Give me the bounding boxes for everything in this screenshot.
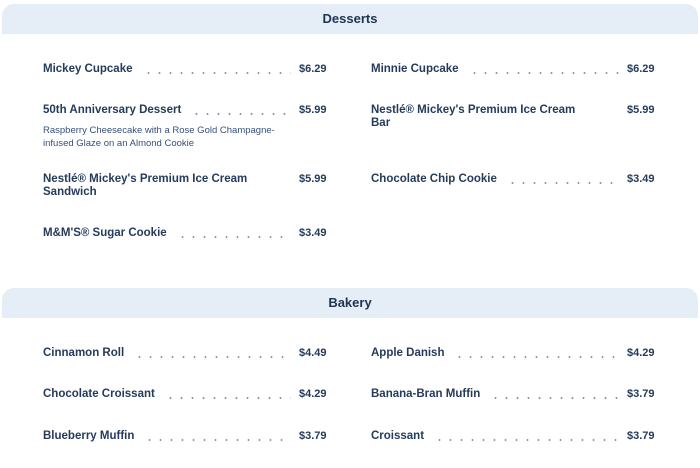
- item-price: $4.49: [299, 347, 327, 359]
- item-name: Nestlé® Mickey's Premium Ice Cream Bar: [371, 104, 576, 129]
- item-name: Banana-Bran Muffin: [371, 388, 481, 400]
- menu-item: Apple Danish $4.29: [371, 347, 655, 360]
- dot-leader: [191, 104, 291, 117]
- menu-item: Mickey Cupcake $6.29: [43, 63, 327, 76]
- item-name: Chocolate Chip Cookie: [371, 173, 497, 185]
- menu-item: Cinnamon Roll $4.49: [43, 347, 327, 360]
- item-price: $3.49: [627, 173, 655, 185]
- section-header-desserts: Desserts: [2, 4, 698, 34]
- menu-item: Nestlé® Mickey's Premium Ice Cream Bar $5…: [371, 104, 655, 130]
- item-price: $3.79: [627, 388, 655, 400]
- menu-item: Minnie Cupcake $6.29: [371, 63, 655, 76]
- menu-item: Chocolate Croissant $4.29: [43, 388, 327, 401]
- item-price: $3.49: [299, 227, 327, 239]
- dot-leader: [434, 430, 619, 443]
- menu-item: Chocolate Chip Cookie $3.49: [371, 173, 655, 186]
- menu-item: Banana-Bran Muffin $3.79: [371, 388, 655, 401]
- item-name: M&M'S® Sugar Cookie: [43, 227, 167, 239]
- dot-leader: [134, 347, 291, 360]
- item-price: $3.79: [627, 430, 655, 442]
- item-name: Nestlé® Mickey's Premium Ice Cream Sandw…: [43, 173, 248, 198]
- item-name: Cinnamon Roll: [43, 347, 125, 359]
- dot-leader: [164, 388, 291, 401]
- item-price: $4.29: [299, 388, 327, 400]
- dot-leader: [176, 227, 291, 240]
- item-price: $3.79: [299, 430, 327, 442]
- item-name: Minnie Cupcake: [371, 63, 459, 75]
- dot-leader: [144, 430, 291, 443]
- item-name: 50th Anniversary Dessert: [43, 104, 182, 116]
- dot-leader: [490, 388, 619, 401]
- item-name: Apple Danish: [371, 347, 445, 359]
- item-name: Mickey Cupcake: [43, 63, 133, 75]
- item-price: $4.29: [627, 347, 655, 359]
- dot-leader: [454, 347, 619, 360]
- item-description: Raspberry Cheesecake with a Rose Gold Ch…: [43, 125, 275, 149]
- section-header-bakery: Bakery: [2, 288, 698, 318]
- dot-leader: [506, 173, 619, 186]
- item-price: $5.99: [627, 104, 655, 116]
- item-price: $5.99: [299, 104, 327, 116]
- item-price: $6.29: [299, 63, 327, 75]
- item-name: Chocolate Croissant: [43, 388, 155, 400]
- item-price: $5.99: [299, 173, 327, 185]
- dot-leader: [468, 63, 619, 76]
- menu-item: 50th Anniversary Dessert $5.99: [43, 104, 327, 117]
- dot-leader: [142, 63, 291, 76]
- menu-item: M&M'S® Sugar Cookie $3.49: [43, 227, 327, 240]
- menu-item: Nestlé® Mickey's Premium Ice Cream Sandw…: [43, 173, 327, 199]
- item-name: Blueberry Muffin: [43, 430, 135, 442]
- item-price: $6.29: [627, 63, 655, 75]
- menu-item: Blueberry Muffin $3.79: [43, 430, 327, 443]
- item-name: Croissant: [371, 430, 425, 442]
- menu-item: Croissant $3.79: [371, 430, 655, 443]
